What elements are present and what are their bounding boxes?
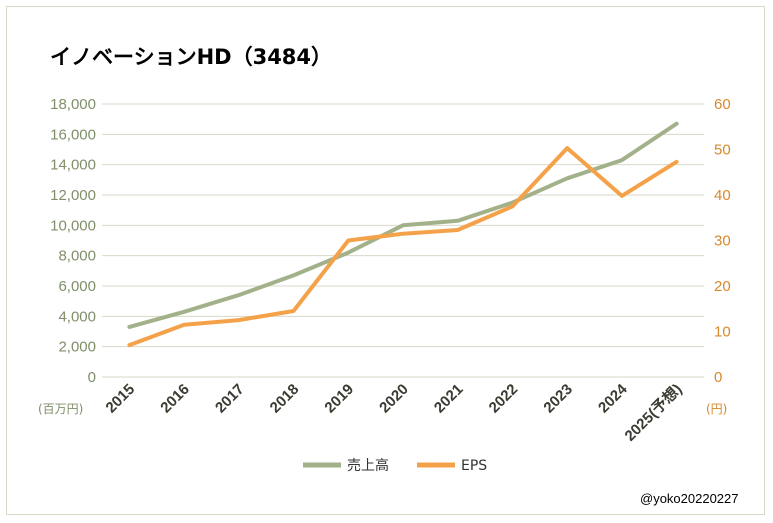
- left-axis-tick-label: 6,000: [58, 278, 96, 295]
- left-axis-tick-label: 10,000: [50, 217, 96, 234]
- chart-frame: イノベーションHD（3484） 0 2,000 4,000 6,000 8,000 10,…: [6, 6, 765, 515]
- right-axis-tick-label: 0: [714, 369, 722, 386]
- x-axis-tick-label: 2016: [157, 381, 193, 417]
- credit-text: @yoko20220227: [640, 491, 739, 506]
- left-axis-tick-label: 2,000: [58, 339, 96, 356]
- chart-title: イノベーションHD（3484）: [50, 45, 332, 69]
- left-axis-tick-label: 12,000: [50, 187, 96, 204]
- left-axis-tick-label: 18,000: [50, 96, 96, 113]
- x-axis-tick-label: 2015: [103, 381, 139, 417]
- x-axis-tick-label: 2024: [595, 380, 631, 416]
- right-axis-tick-label: 30: [714, 233, 731, 250]
- right-axis-tick-label: 60: [714, 96, 731, 113]
- x-axis-tick-label: 2025(予想): [621, 380, 686, 445]
- right-axis-tick-label: 40: [714, 187, 731, 204]
- x-axis-tick-label: 2022: [486, 381, 522, 417]
- left-axis-tick-label: 16,000: [50, 126, 96, 143]
- grid-layer: [102, 103, 704, 378]
- sales-line: [127, 121, 679, 329]
- right-axis-tick-label: 50: [714, 142, 731, 159]
- eps-line: [127, 146, 679, 348]
- legend-label-eps: EPS: [461, 458, 487, 474]
- left-axis-tick-label: 14,000: [50, 157, 96, 174]
- x-axis-tick-label: 2020: [376, 381, 412, 417]
- right-axis-ticks: 0 10 20 30 40 50 60: [714, 96, 731, 386]
- x-axis-tick-label: 2021: [431, 381, 467, 417]
- series-layer: [127, 121, 679, 348]
- x-axis-tick-label: 2023: [540, 381, 576, 417]
- right-axis-tick-label: 10: [714, 324, 731, 341]
- legend: 売上高 EPS: [303, 457, 487, 474]
- chart-svg: イノベーションHD（3484） 0 2,000 4,000 6,000 8,000 10,…: [38, 45, 739, 506]
- left-axis-unit-label: (百万円): [38, 402, 83, 416]
- x-axis-ticks: 2015 2016 2017 2018 2019 2020 2021 2022 2023 2024…: [103, 380, 686, 445]
- left-axis-tick-label: 4,000: [58, 308, 96, 325]
- left-axis-tick-label: 0: [88, 369, 96, 386]
- x-axis-tick-label: 2017: [212, 381, 248, 417]
- left-axis-ticks: 0 2,000 4,000 6,000 8,000 10,000 12,000 14,000 1…: [50, 96, 96, 386]
- right-axis-tick-label: 20: [714, 278, 731, 295]
- left-axis-tick-label: 8,000: [58, 248, 96, 265]
- legend-label-sales: 売上高: [347, 457, 389, 474]
- x-axis-tick-label: 2018: [267, 381, 303, 417]
- right-axis-unit-label: (円): [706, 402, 727, 416]
- x-axis-tick-label: 2019: [321, 381, 357, 417]
